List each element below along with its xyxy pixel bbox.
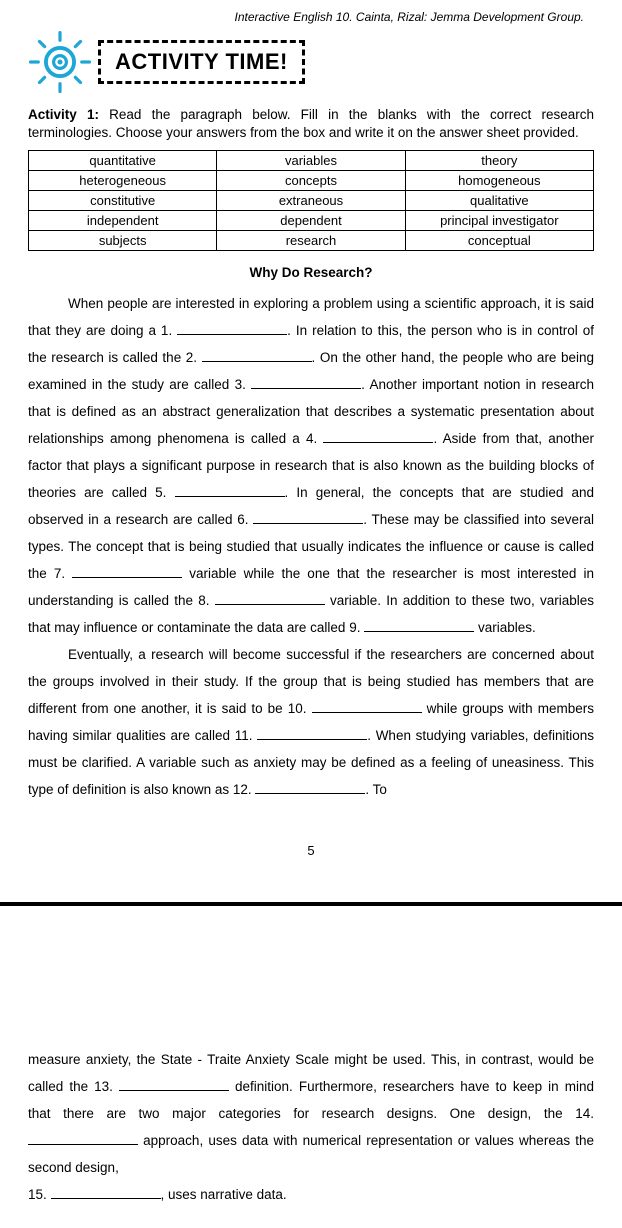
passage-body-1: When people are interested in exploring … [28,290,594,803]
activity-instructions: Activity 1: Read the paragraph below. Fi… [28,106,594,142]
fill-blank[interactable] [202,349,312,362]
fill-blank[interactable] [51,1186,161,1199]
activity-title-box: ACTIVITY TIME! [98,40,305,84]
activity-header: ACTIVITY TIME! [28,30,594,94]
passage-body-2: measure anxiety, the State - Traite Anxi… [28,1046,594,1208]
wordbox-cell: conceptual [405,231,593,251]
fill-blank[interactable] [253,511,363,524]
fill-blank[interactable] [323,430,433,443]
wordbox-cell: quantitative [29,151,217,171]
wordbox-table: quantitativevariablestheory heterogeneous… [28,150,594,251]
wordbox-cell: dependent [217,211,405,231]
wordbox-cell: theory [405,151,593,171]
fill-blank[interactable] [312,700,422,713]
instructions-text: Read the paragraph below. Fill in the bl… [28,107,594,140]
fill-blank[interactable] [257,727,367,740]
wordbox-cell: principal investigator [405,211,593,231]
wordbox-cell: concepts [217,171,405,191]
wordbox-cell: extraneous [217,191,405,211]
fill-blank[interactable] [28,1132,138,1145]
fill-blank[interactable] [255,781,365,794]
fill-blank[interactable] [177,322,287,335]
wordbox-cell: research [217,231,405,251]
top-reference: Interactive English 10. Cainta, Rizal: J… [28,10,584,24]
wordbox-cell: constitutive [29,191,217,211]
wordbox-cell: independent [29,211,217,231]
fill-blank[interactable] [364,619,474,632]
lightbulb-icon [28,30,92,94]
fill-blank[interactable] [175,484,285,497]
fill-blank[interactable] [251,376,361,389]
fill-blank[interactable] [72,565,182,578]
wordbox-cell: heterogeneous [29,171,217,191]
activity-label: Activity 1: [28,107,99,122]
wordbox-cell: homogeneous [405,171,593,191]
wordbox-cell: variables [217,151,405,171]
wordbox-cell: qualitative [405,191,593,211]
fill-blank[interactable] [119,1078,229,1091]
wordbox-cell: subjects [29,231,217,251]
fill-blank[interactable] [215,592,325,605]
page-number: 5 [28,843,594,858]
passage-subtitle: Why Do Research? [28,265,594,280]
